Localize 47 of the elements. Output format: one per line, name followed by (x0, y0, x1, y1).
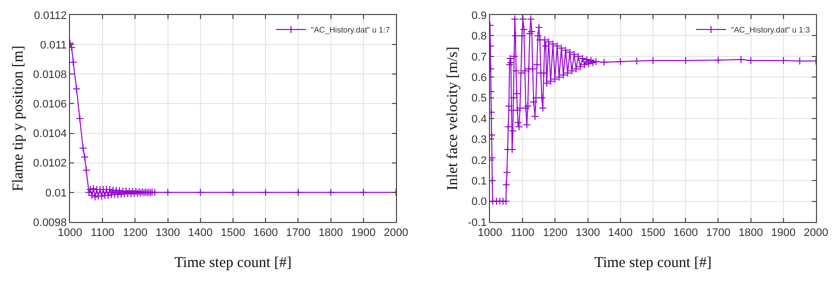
y-axis-title: Flame tip y position [m] (10, 46, 26, 192)
x-tick-label: 1000 (478, 227, 502, 240)
x-tick-label: 1700 (706, 227, 730, 240)
legend-label: "AC_History.dat" u 1:3 (731, 26, 810, 35)
x-tick-label: 2000 (384, 227, 408, 240)
x-tick-label: 1200 (122, 227, 148, 240)
y-tick-label: 0.011 (40, 39, 67, 52)
y-axis-title: Inlet face velocity [m/s] (445, 46, 462, 190)
x-tick-label: 1300 (576, 227, 600, 240)
y-tick-label: 0.01 (45, 187, 67, 200)
y-tick-label: 0.1 (472, 175, 487, 188)
x-tick-label: 1900 (771, 227, 796, 240)
x-axis-title: Time step count [#] (174, 255, 292, 272)
x-tick-label: 1100 (90, 227, 114, 240)
x-tick-label: 2000 (804, 227, 828, 240)
x-tick-label: 1300 (156, 227, 180, 240)
y-tick-label: 0.0106 (33, 98, 67, 111)
x-tick-label: 1700 (286, 227, 310, 240)
x-tick-label: 1100 (510, 227, 534, 240)
y-tick-label: 0.0104 (33, 128, 67, 140)
y-tick-label: 0.0 (472, 196, 487, 208)
x-tick-label: 1000 (58, 227, 82, 240)
y-tick-label: 0.2 (472, 154, 487, 167)
legend-label: "AC_History.dat" u 1:7 (311, 26, 390, 35)
x-tick-label: 1800 (318, 227, 344, 240)
y-tick-label: 0.0102 (33, 158, 67, 170)
y-tick-label: 0.8 (472, 30, 487, 43)
x-tick-label: 1600 (253, 227, 278, 240)
y-tick-label: -0.1 (468, 216, 487, 229)
x-tick-label: 1200 (542, 227, 568, 240)
y-tick-label: 0.5 (472, 92, 487, 105)
x-tick-label: 1500 (640, 227, 666, 240)
y-tick-label: 0.6 (472, 72, 487, 84)
x-tick-label: 1900 (351, 227, 376, 240)
y-tick-label: 0.4 (472, 113, 487, 126)
x-tick-label: 1400 (608, 227, 633, 240)
x-tick-label: 1500 (220, 227, 246, 240)
x-tick-label: 1600 (673, 227, 698, 240)
y-tick-label: 0.0112 (34, 10, 67, 22)
x-tick-label: 1800 (738, 227, 764, 240)
y-tick-label: 0.9 (472, 10, 487, 22)
x-tick-label: 1400 (188, 227, 213, 240)
y-tick-label: 0.0098 (33, 216, 67, 229)
x-axis-title: Time step count [#] (594, 255, 712, 272)
y-tick-label: 0.0108 (33, 68, 67, 81)
y-tick-label: 0.3 (472, 134, 487, 146)
y-tick-label: 0.7 (472, 51, 487, 64)
